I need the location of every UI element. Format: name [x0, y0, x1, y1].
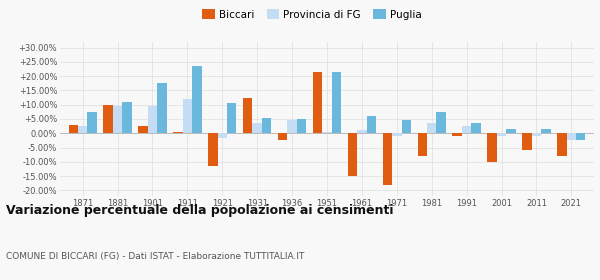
Bar [253, 123, 262, 133]
Bar [262, 118, 271, 133]
Bar [157, 83, 167, 133]
Bar [227, 103, 236, 133]
Bar [392, 133, 401, 136]
Bar [287, 120, 297, 133]
Bar [182, 99, 192, 133]
Bar [452, 133, 462, 136]
Bar [367, 116, 376, 133]
Bar [192, 66, 202, 133]
Bar [541, 129, 551, 133]
Bar [497, 133, 506, 136]
Bar [462, 126, 472, 133]
Bar [348, 133, 357, 176]
Bar [427, 123, 436, 133]
Bar [122, 102, 132, 133]
Bar [148, 106, 157, 133]
Bar [436, 112, 446, 133]
Bar [297, 119, 306, 133]
Bar [472, 123, 481, 133]
Bar [566, 133, 576, 140]
Bar [88, 112, 97, 133]
Bar [357, 130, 367, 133]
Bar [522, 133, 532, 150]
Bar [139, 126, 148, 133]
Bar [576, 133, 586, 140]
Bar [506, 129, 515, 133]
Bar [208, 133, 218, 166]
Bar [332, 72, 341, 133]
Text: COMUNE DI BICCARI (FG) - Dati ISTAT - Elaborazione TUTTITALIA.IT: COMUNE DI BICCARI (FG) - Dati ISTAT - El… [6, 252, 304, 261]
Bar [173, 132, 182, 133]
Bar [383, 133, 392, 185]
Text: Variazione percentuale della popolazione ai censimenti: Variazione percentuale della popolazione… [6, 204, 394, 217]
Bar [557, 133, 566, 156]
Bar [78, 126, 88, 133]
Bar [103, 105, 113, 133]
Bar [322, 132, 332, 133]
Bar [401, 120, 411, 133]
Bar [278, 133, 287, 140]
Bar [113, 106, 122, 133]
Bar [532, 133, 541, 136]
Bar [68, 125, 78, 133]
Bar [313, 72, 322, 133]
Bar [418, 133, 427, 156]
Legend: Biccari, Provincia di FG, Puglia: Biccari, Provincia di FG, Puglia [198, 5, 426, 24]
Bar [243, 98, 253, 133]
Bar [218, 133, 227, 137]
Bar [487, 133, 497, 162]
